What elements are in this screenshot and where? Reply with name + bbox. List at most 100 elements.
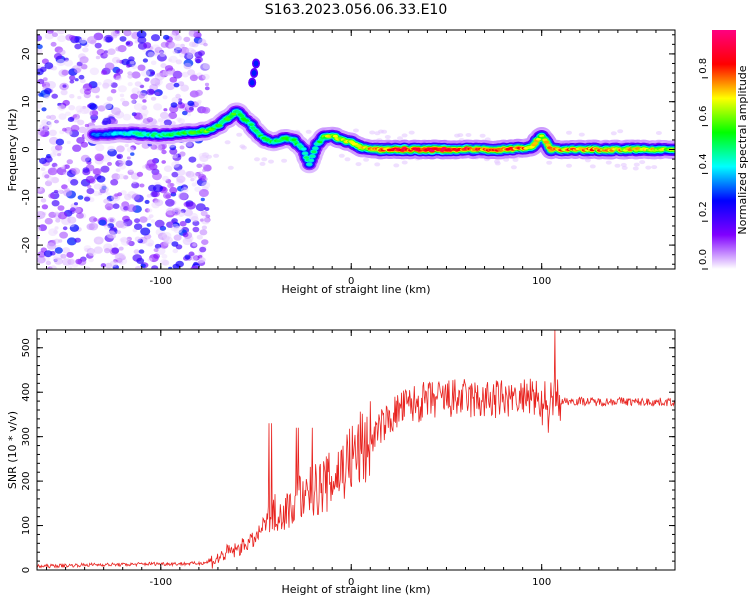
noise-blob [128, 168, 134, 173]
noise-blob [111, 107, 121, 115]
noise-blob [170, 106, 178, 113]
noise-blob [194, 186, 202, 192]
noise-blob [74, 237, 81, 243]
noise-blob [196, 72, 202, 77]
noise-blob [77, 95, 82, 100]
noise-blob [589, 164, 596, 169]
noise-blob [154, 198, 161, 204]
ridge-cell [303, 156, 310, 159]
noise-blob [132, 254, 142, 262]
noise-blob [126, 204, 137, 213]
noise-blob [179, 46, 190, 55]
noise-blob [150, 145, 155, 149]
noise-blob [41, 81, 51, 89]
colorbar-tick-label: 0.4 [698, 153, 709, 169]
noise-blob [165, 194, 171, 199]
noise-blob [174, 160, 179, 164]
noise-blob [160, 259, 168, 266]
noise-blob [69, 79, 75, 84]
noise-blob [174, 43, 183, 51]
noise-blob [165, 210, 175, 218]
noise-blob [190, 265, 200, 269]
noise-blob [179, 220, 187, 227]
noise-blob [180, 43, 185, 48]
noise-blob [38, 224, 47, 232]
noise-blob [103, 102, 113, 110]
ridge-cell [543, 140, 550, 144]
noise-blob [144, 77, 150, 82]
noise-blob [116, 59, 121, 63]
x-tick-label: -100 [149, 276, 172, 287]
noise-blob [86, 248, 95, 255]
noise-blob [67, 265, 73, 269]
noise-blob [147, 242, 153, 247]
noise-blob [188, 30, 197, 37]
noise-blob [170, 102, 178, 108]
noise-blob [268, 159, 274, 164]
noise-blob [37, 141, 41, 147]
noise-blob [172, 248, 179, 254]
noise-blob [82, 167, 90, 173]
noise-blob [100, 263, 107, 268]
noise-blob [115, 46, 122, 52]
noise-blob [182, 237, 193, 246]
ridge-cell [231, 112, 237, 116]
noise-blob [95, 95, 100, 99]
ridge-cell [535, 137, 542, 141]
noise-blob [46, 81, 56, 89]
noise-blob [107, 223, 115, 229]
noise-blob [117, 173, 125, 180]
noise-blob [62, 247, 71, 254]
noise-blob [56, 30, 66, 35]
noise-blob [55, 138, 65, 146]
noise-blob [199, 246, 207, 253]
noise-blob [121, 58, 130, 66]
noise-blob [69, 94, 75, 99]
noise-blob [42, 125, 50, 131]
noise-blob [112, 264, 119, 269]
noise-blob [190, 242, 198, 249]
noise-blob [51, 239, 56, 244]
noise-blob [131, 64, 138, 70]
noise-blob [154, 243, 162, 249]
noise-blob [165, 207, 176, 216]
noise-blob [192, 255, 200, 261]
noise-blob [381, 129, 388, 134]
noise-blob [54, 226, 59, 230]
noise-blob [186, 112, 192, 117]
noise-blob [115, 160, 124, 167]
noise-blob [45, 260, 52, 266]
noise-blob [84, 88, 92, 95]
noise-blob [199, 63, 210, 71]
noise-blob [178, 192, 188, 201]
noise-blob [140, 69, 151, 77]
noise-blob [130, 152, 135, 156]
ridge-cell [236, 110, 242, 114]
noise-blob [57, 189, 63, 194]
noise-blob [173, 163, 183, 171]
noise-blob [160, 63, 167, 69]
noise-blob [138, 93, 145, 99]
noise-blob [58, 239, 63, 243]
colorbar-label: Normalized spectral amplitude [736, 65, 749, 234]
noise-blob [179, 145, 185, 150]
noise-blob [152, 184, 163, 193]
noise-blob [159, 51, 167, 57]
noise-blob [58, 113, 67, 120]
noise-blob [162, 175, 169, 182]
noise-blob [127, 82, 133, 87]
noise-blob [40, 198, 47, 203]
noise-blob [178, 118, 185, 124]
noise-blob [72, 144, 82, 152]
noise-blob [171, 96, 180, 104]
noise-blob [156, 73, 161, 77]
noise-blob [173, 206, 182, 213]
noise-blob [95, 143, 105, 152]
ridge-cell [301, 147, 307, 151]
noise-blob [204, 86, 210, 91]
noise-blob [198, 152, 206, 159]
noise-blob [60, 165, 66, 170]
noise-blob [64, 59, 73, 67]
noise-blob [159, 69, 169, 78]
noise-blob [76, 61, 83, 67]
